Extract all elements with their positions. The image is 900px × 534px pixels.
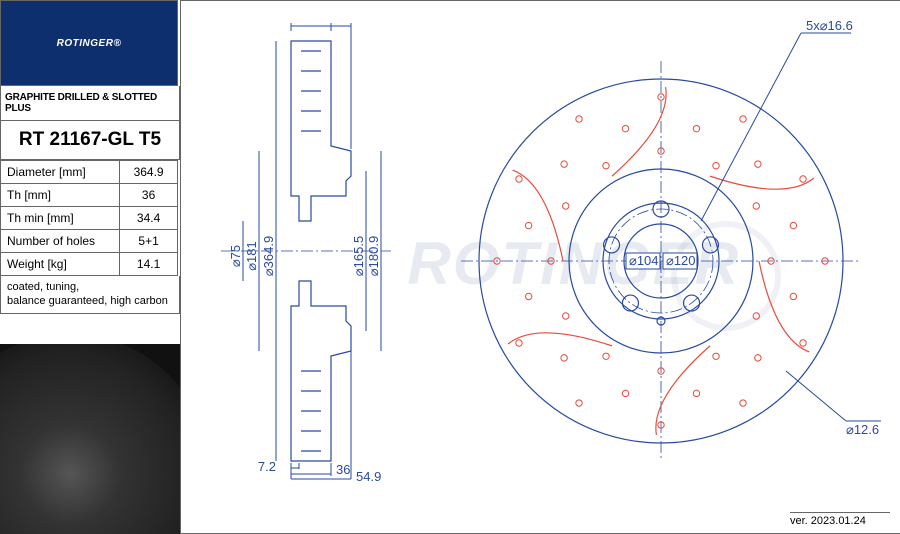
version-label: ver. 2023.01.24 bbox=[790, 512, 890, 527]
reg-mark: ® bbox=[113, 38, 121, 49]
table-row: Diameter [mm]364.9 bbox=[1, 161, 178, 184]
svg-text:36: 36 bbox=[336, 462, 350, 477]
svg-text:⌀120: ⌀120 bbox=[666, 253, 696, 268]
spec-value: 5+1 bbox=[120, 230, 178, 253]
table-row: Th min [mm]34.4 bbox=[1, 207, 178, 230]
spec-value: 34.4 bbox=[120, 207, 178, 230]
svg-text:⌀75: ⌀75 bbox=[228, 245, 243, 267]
spec-table: Diameter [mm]364.9 Th [mm]36 Th min [mm]… bbox=[0, 160, 178, 276]
svg-text:⌀364.9: ⌀364.9 bbox=[261, 236, 276, 276]
svg-text:⌀165.5: ⌀165.5 bbox=[351, 236, 366, 276]
drawing-area: ROTINGER bbox=[180, 0, 900, 534]
spec-value: 14.1 bbox=[120, 253, 178, 276]
notes: coated, tuning, balance guaranteed, high… bbox=[0, 276, 180, 314]
table-row: Number of holes5+1 bbox=[1, 230, 178, 253]
table-row: Weight [kg]14.1 bbox=[1, 253, 178, 276]
spec-label: Weight [kg] bbox=[1, 253, 120, 276]
spec-label: Th [mm] bbox=[1, 184, 120, 207]
svg-text:⌀104: ⌀104 bbox=[629, 253, 659, 268]
svg-text:⌀12.6: ⌀12.6 bbox=[846, 422, 879, 437]
svg-text:⌀181: ⌀181 bbox=[244, 241, 259, 271]
svg-text:⌀180.9: ⌀180.9 bbox=[366, 236, 381, 276]
brand-text: ROTINGER bbox=[57, 38, 114, 49]
side-view-drawing: ⌀364.9 ⌀181 ⌀75 ⌀165.5 ⌀180.9 7.2 36 54.… bbox=[221, 21, 391, 481]
svg-text:5x⌀16.6: 5x⌀16.6 bbox=[806, 21, 853, 33]
face-view-drawing: 5x⌀16.6 ⌀104 ⌀120 ⌀12.6 bbox=[431, 21, 891, 481]
product-subtitle: GRAPHITE DRILLED & SLOTTED PLUS bbox=[0, 86, 180, 121]
svg-text:54.9: 54.9 bbox=[356, 469, 381, 481]
spec-label: Diameter [mm] bbox=[1, 161, 120, 184]
spec-label: Th min [mm] bbox=[1, 207, 120, 230]
product-photo bbox=[0, 344, 180, 534]
table-row: Th [mm]36 bbox=[1, 184, 178, 207]
brand-logo: ROTINGER® bbox=[0, 0, 178, 86]
spec-value: 364.9 bbox=[120, 161, 178, 184]
part-number: RT 21167-GL T5 bbox=[0, 121, 180, 160]
spec-label: Number of holes bbox=[1, 230, 120, 253]
spec-value: 36 bbox=[120, 184, 178, 207]
svg-text:7.2: 7.2 bbox=[258, 459, 276, 474]
